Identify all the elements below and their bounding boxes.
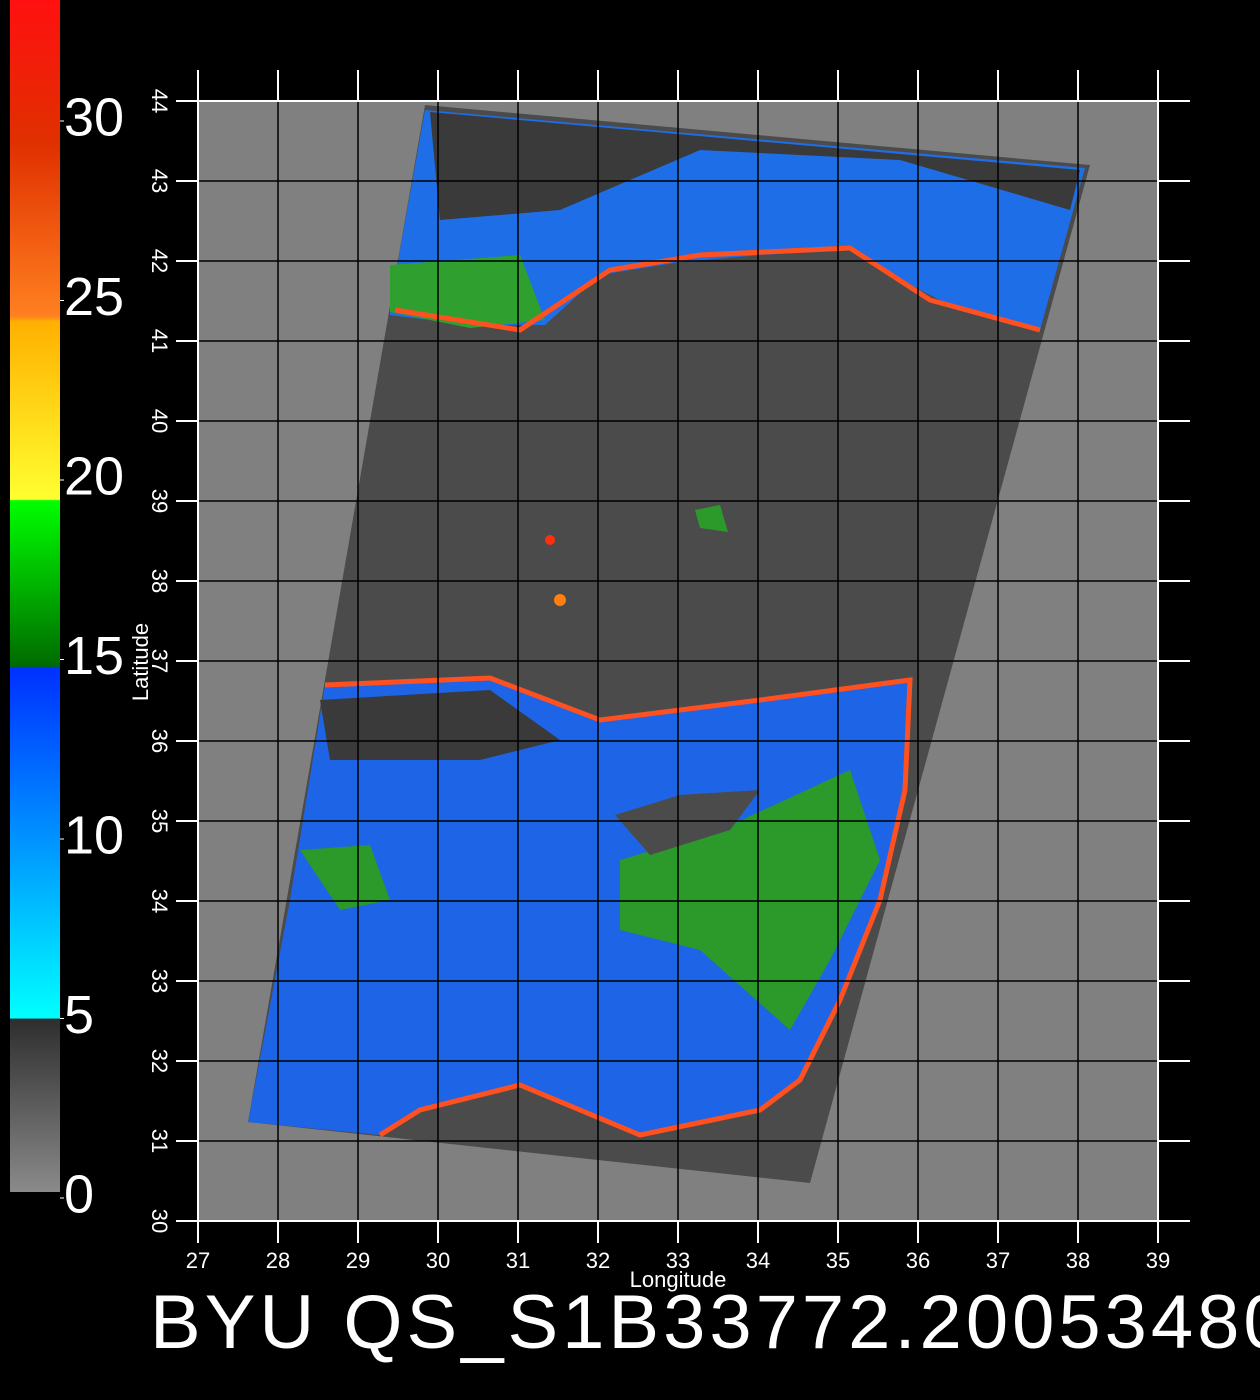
x-tick-label: 35 [826,1248,850,1273]
lake [545,535,555,545]
coast [394,245,1041,333]
y-tick-label: 43 [147,169,172,193]
coast [324,675,913,1138]
x-tick-label: 37 [986,1248,1010,1273]
x-tick-label: 28 [266,1248,290,1273]
lake [695,505,728,532]
colorbar [10,0,60,1192]
plot-frame [197,100,1159,1222]
y-tick-label: 41 [147,329,172,353]
low-wind [430,112,1080,220]
colorbar-tick-label: 5 [64,985,94,1045]
y-tick-label: 40 [147,409,172,433]
y-tick-label: 30 [147,1209,172,1233]
lake [554,594,566,606]
x-tick-label: 39 [1146,1248,1170,1273]
colorbar-tick-label: 30 [64,87,124,147]
colorbar-tick-label: 25 [64,267,124,327]
low-wind [320,690,560,760]
y-tick-label: 36 [147,729,172,753]
y-tick-label: 39 [147,489,172,513]
x-tick-label: 31 [506,1248,530,1273]
y-tick-label: 42 [147,249,172,273]
y-axis-label: Latitude [128,623,153,701]
y-tick-label: 34 [147,889,172,913]
x-tick-label: 29 [346,1248,370,1273]
caption: BYU QS_S1B33772.20053480 [150,1280,1260,1365]
y-tick-label: 44 [147,89,172,113]
y-tick-label: 31 [147,1129,172,1153]
cyprus [615,790,760,855]
colorbar-tick-label: 10 [64,805,124,865]
colorbar-tick-label: 15 [64,626,124,686]
x-tick-label: 30 [426,1248,450,1273]
swath [248,105,1090,1183]
x-tick-label: 33 [666,1248,690,1273]
colorbar-tick-label: 0 [64,1164,94,1224]
x-tick-label: 34 [746,1248,770,1273]
y-tick-label: 33 [147,969,172,993]
strong-wind [620,770,880,1030]
y-tick-label: 32 [147,1049,172,1073]
x-tick-label: 38 [1066,1248,1090,1273]
y-tick-label: 37 [147,649,172,673]
y-tick-label: 38 [147,569,172,593]
y-tick-label: 35 [147,809,172,833]
x-tick-label: 27 [186,1248,210,1273]
strong-wind [300,845,390,910]
strong-wind [390,255,545,328]
x-tick-label: 36 [906,1248,930,1273]
colorbar-tick-label: 20 [64,446,124,506]
x-tick-label: 32 [586,1248,610,1273]
x-axis-label: Longitude [630,1267,727,1292]
